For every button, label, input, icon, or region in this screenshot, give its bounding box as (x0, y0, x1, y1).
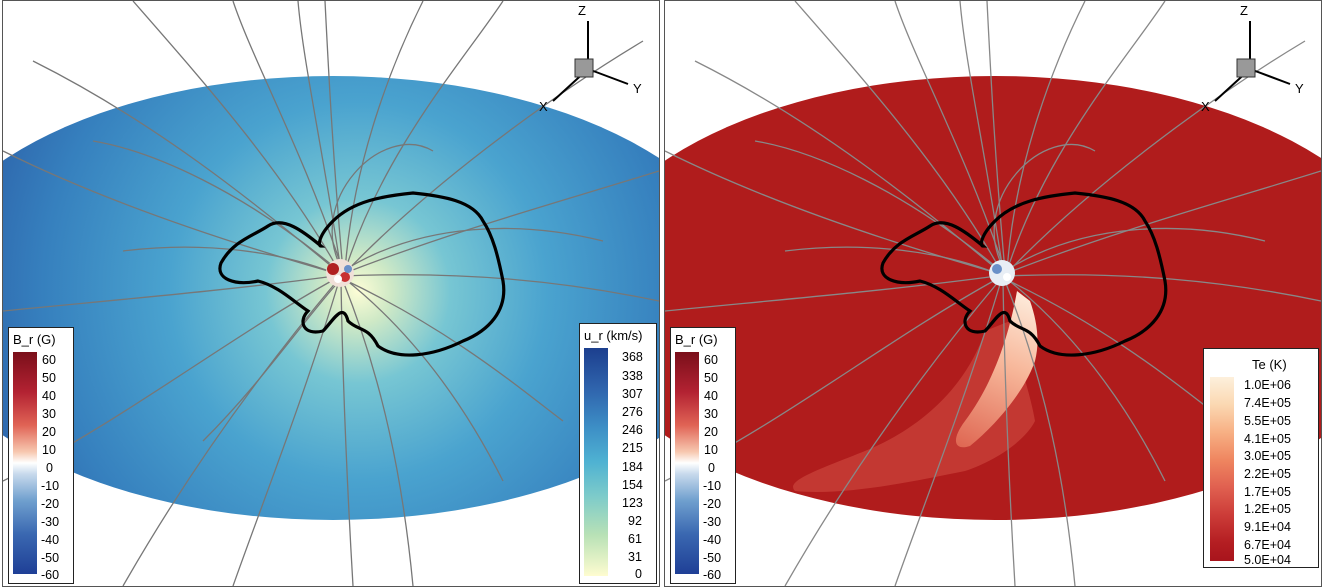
axis-y-label: Y (633, 81, 642, 96)
br-tick: 30 (704, 407, 718, 421)
br-tick: -50 (703, 551, 722, 565)
te-tick: 1.2E+05 (1244, 502, 1291, 516)
br-tick: -10 (41, 479, 60, 493)
ur-tick: 215 (622, 441, 643, 455)
br-tick: 40 (704, 389, 718, 403)
te-tick: 5.0E+04 (1244, 553, 1291, 567)
br-tick: 0 (46, 461, 53, 475)
ur-tick: 154 (622, 478, 643, 492)
right-panel-te-view: Z X Y B_r (G) 60 50 40 30 20 10 0 -10 -2… (664, 0, 1322, 587)
ur-tick: 276 (622, 405, 643, 419)
br-colorbar-gradient (675, 352, 699, 574)
left-panel-ur-view: Z X Y B_r (G) 60 50 40 30 20 10 0 -10 -2… (2, 0, 660, 587)
br-tick: 60 (42, 353, 56, 367)
br-tick: 10 (704, 443, 718, 457)
te-colorbar-legend: Te (K) 1.0E+06 7.4E+05 5.5E+05 4.1E+05 3… (1203, 348, 1319, 568)
axis-x-label: X (1201, 99, 1210, 114)
br-tick: 10 (42, 443, 56, 457)
te-tick: 4.1E+05 (1244, 432, 1291, 446)
br-tick: -20 (41, 497, 60, 511)
ur-tick: 246 (622, 423, 643, 437)
ur-colorbar-title: u_r (km/s) (584, 328, 643, 343)
ur-tick: 0 (635, 567, 642, 581)
br-tick: -60 (703, 568, 722, 582)
te-tick: 5.5E+05 (1244, 414, 1291, 428)
br-tick: 30 (42, 407, 56, 421)
left-3d-scene (3, 1, 659, 586)
ur-colorbar-legend: u_r (km/s) 368 338 307 276 246 215 184 1… (579, 323, 657, 584)
sun-cluster (989, 260, 1015, 286)
br-colorbar-legend: B_r (G) 60 50 40 30 20 10 0 -10 -20 -30 … (8, 327, 74, 584)
axes-triad (552, 21, 629, 102)
br-tick: 50 (704, 371, 718, 385)
br-tick: 20 (704, 425, 718, 439)
br-tick: -50 (41, 551, 60, 565)
br-colorbar-title: B_r (G) (675, 332, 718, 347)
ur-tick: 123 (622, 496, 643, 510)
ur-tick: 61 (628, 532, 642, 546)
te-colorbar-title: Te (K) (1252, 357, 1287, 372)
te-colorbar-gradient (1210, 377, 1234, 561)
ur-tick: 31 (628, 550, 642, 564)
br-colorbar-legend: B_r (G) 60 50 40 30 20 10 0 -10 -20 -30 … (670, 327, 736, 584)
ur-tick: 368 (622, 350, 643, 364)
te-tick: 1.7E+05 (1244, 485, 1291, 499)
ur-tick: 338 (622, 369, 643, 383)
br-tick: 60 (704, 353, 718, 367)
neutral-line (218, 191, 506, 357)
br-tick: -40 (703, 533, 722, 547)
br-tick: 0 (708, 461, 715, 475)
ur-colorbar-gradient (584, 348, 608, 576)
br-colorbar-gradient (13, 352, 37, 574)
te-tick: 3.0E+05 (1244, 449, 1291, 463)
br-tick: 40 (42, 389, 56, 403)
br-colorbar-title: B_r (G) (13, 332, 56, 347)
br-tick: 20 (42, 425, 56, 439)
te-tick: 7.4E+05 (1244, 396, 1291, 410)
br-tick: -10 (703, 479, 722, 493)
axis-x-label: X (539, 99, 548, 114)
sun-cluster (326, 259, 354, 287)
te-streamer-core (955, 291, 1038, 448)
br-tick: -30 (41, 515, 60, 529)
right-3d-scene (665, 1, 1321, 586)
ur-slice-disk (3, 76, 659, 520)
te-slice-disk (665, 76, 1321, 520)
ur-tick: 92 (628, 514, 642, 528)
axis-z-label: Z (1240, 3, 1248, 18)
ur-tick: 184 (622, 460, 643, 474)
te-tick: 1.0E+06 (1244, 378, 1291, 392)
br-tick: -30 (703, 515, 722, 529)
te-tick: 9.1E+04 (1244, 520, 1291, 534)
te-tick: 2.2E+05 (1244, 467, 1291, 481)
br-tick: -40 (41, 533, 60, 547)
br-tick: 50 (42, 371, 56, 385)
neutral-line (880, 191, 1168, 357)
te-tick: 6.7E+04 (1244, 538, 1291, 552)
ur-tick: 307 (622, 387, 643, 401)
axis-z-label: Z (578, 3, 586, 18)
axis-y-label: Y (1295, 81, 1304, 96)
axes-triad (1214, 21, 1291, 102)
br-tick: -20 (703, 497, 722, 511)
br-tick: -60 (41, 568, 60, 582)
